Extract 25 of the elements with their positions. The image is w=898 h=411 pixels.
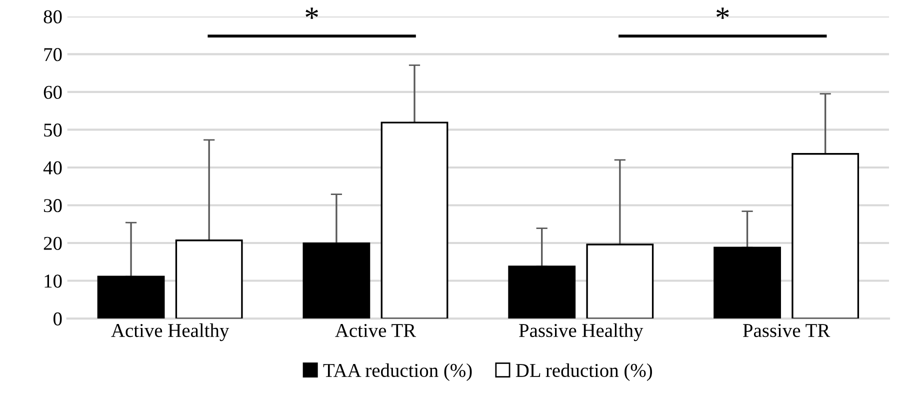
y-tick-label: 60 [44,86,62,99]
y-tick-label: 80 [44,10,62,24]
bar [586,244,654,319]
y-tick-label: 10 [44,274,62,288]
bar [97,276,165,319]
annotation: * [716,8,729,19]
y-tick-label: 0 [54,312,62,326]
bar [380,122,448,319]
y-tick-label: 50 [44,124,62,137]
x-tick-label: Active TR [335,324,416,338]
x-tick-label: Passive TR [743,324,830,338]
annotation: * [306,8,318,19]
legend-label: TAA reduction (%) [323,363,472,381]
x-tick-label: Passive Healthy [519,323,644,342]
bar [792,153,860,319]
legend-label: DL reduction (%) [516,363,652,381]
bar [302,242,370,319]
y-tick-label: 30 [44,199,62,212]
bar [175,240,243,319]
y-tick-label: 20 [44,236,62,250]
bar [714,246,781,319]
x-tick-label: Active Healthy [111,323,230,342]
y-tick-label: 70 [44,48,62,62]
y-tick-label: 40 [43,161,62,174]
bar [508,266,576,319]
